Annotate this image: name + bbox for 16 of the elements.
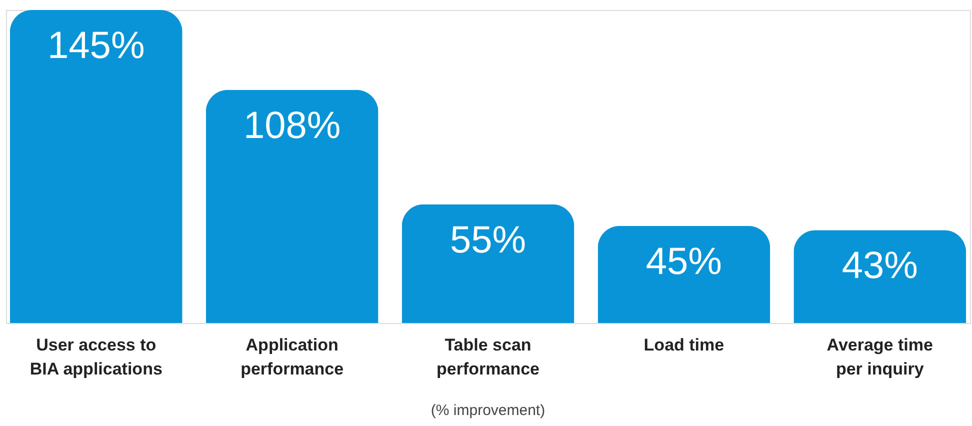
- x-tick-label: Table scan performance: [436, 336, 540, 378]
- x-tick-label: User access to BIA applications: [30, 336, 162, 378]
- bar: [402, 204, 574, 323]
- data-label: 43%: [842, 245, 918, 288]
- bar: [794, 230, 966, 323]
- data-label: 145%: [48, 25, 145, 67]
- x-tick-label: Average time per inquiry: [826, 336, 933, 378]
- bar: [10, 10, 182, 323]
- data-label: 55%: [450, 219, 526, 262]
- data-label: 108%: [243, 104, 341, 147]
- data-label: 45%: [646, 240, 722, 283]
- bar: [206, 90, 378, 323]
- text: (% improvement): [430, 402, 546, 419]
- bar: [598, 226, 770, 323]
- x-tick-label: Application performance: [240, 336, 344, 378]
- x-tick-label: Load time: [644, 336, 724, 354]
